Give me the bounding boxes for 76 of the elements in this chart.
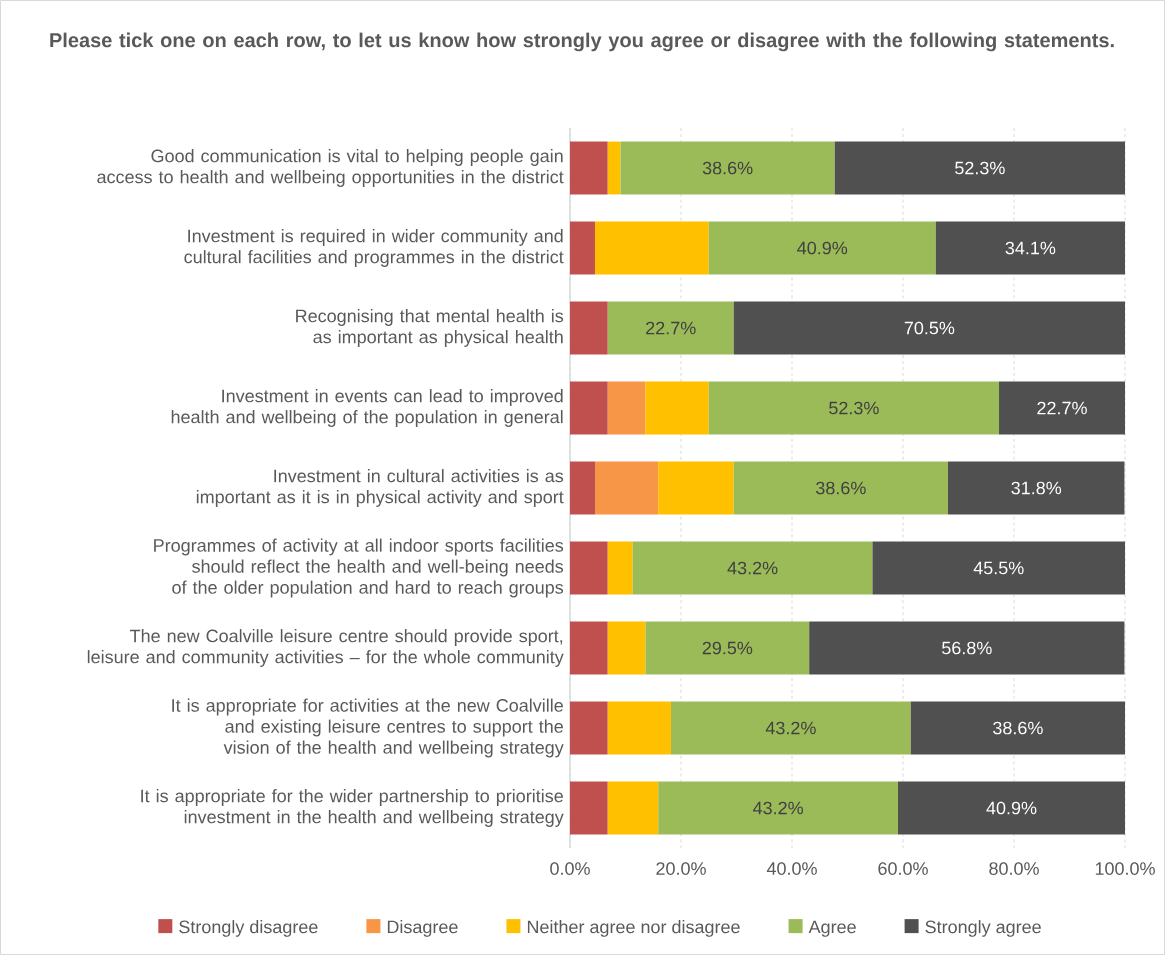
- legend-label: Strongly disagree: [179, 920, 318, 937]
- bar: [910, 701, 1126, 755]
- bar: [999, 381, 1126, 435]
- data-label: 40.9%: [797, 241, 848, 255]
- x-tick-label: 80.0%: [989, 862, 1039, 875]
- y-tick-label: It is appropriate for activities at the new Coalville and existing leisure centres to support the vision of the health and wellbeing strategy: [172, 698, 564, 758]
- x-tick-label: 40.0%: [766, 862, 817, 875]
- bar: [872, 541, 1126, 595]
- bar: [607, 701, 672, 755]
- y-tick-label: Investment in cultural activities is as important as it is in physical activity and sport: [196, 469, 564, 507]
- bar: [671, 701, 911, 755]
- bar: [607, 301, 734, 355]
- bar: [570, 701, 608, 755]
- data-label: 52.3%: [955, 161, 1005, 175]
- bar: [645, 621, 810, 675]
- bar: [570, 301, 608, 355]
- data-label: 43.2%: [765, 721, 816, 735]
- data-label: 29.5%: [702, 641, 753, 655]
- bar: [570, 621, 608, 675]
- bar: [947, 461, 1125, 515]
- bar: [658, 461, 734, 515]
- data-label: 22.7%: [1037, 401, 1087, 415]
- bar: [607, 381, 646, 435]
- bar: [607, 141, 621, 195]
- bar: [570, 221, 595, 275]
- data-label: 56.8%: [942, 641, 992, 655]
- data-label: 43.2%: [753, 801, 803, 815]
- legend-label: Strongly agree: [925, 920, 1041, 937]
- bar: [708, 381, 1000, 435]
- bar: [898, 781, 1126, 835]
- y-tick-label: Investment in events can lead to improved health and wellbeing of the population in general: [171, 389, 563, 427]
- bar: [645, 381, 709, 435]
- data-label: 34.1%: [1005, 241, 1056, 255]
- data-label: 38.6%: [702, 161, 753, 175]
- bar: [708, 221, 936, 275]
- y-tick-label: Investment is required in wider community and cultural facilities and programmes in the district: [184, 229, 564, 267]
- y-tick-label: Good communication is vital to helping people gain access to health and wellbeing opportunities in the district: [97, 149, 564, 187]
- data-label: 40.9%: [986, 801, 1037, 815]
- chart-title: Please tick one on each row, to let us know how strongly you agree or disagree with the following statements.: [50, 32, 1114, 52]
- y-tick-label: Programmes of activity at all indoor sports facilities should reflect the health and well-being needs of the older population and hard to reach groups: [154, 538, 564, 598]
- data-label: 38.6%: [993, 721, 1043, 735]
- bar: [733, 301, 1126, 355]
- bar: [809, 621, 1125, 675]
- data-label: 52.3%: [829, 401, 879, 415]
- bar: [733, 461, 948, 515]
- data-label: 43.2%: [727, 561, 778, 575]
- bar: [570, 141, 608, 195]
- x-tick-label: 20.0%: [656, 862, 706, 875]
- bar: [607, 621, 646, 675]
- y-tick-label: Recognising that mental health is as important as physical health: [296, 309, 564, 347]
- x-tick-label: 60.0%: [878, 862, 928, 875]
- bar: [594, 221, 709, 275]
- bar: [570, 381, 608, 435]
- data-label: 22.7%: [646, 321, 696, 335]
- bar: [658, 781, 899, 835]
- data-label: 45.5%: [973, 561, 1024, 575]
- bar: [935, 221, 1126, 275]
- bar: [607, 781, 659, 835]
- bar: [620, 141, 835, 195]
- bar: [607, 541, 633, 595]
- bar: [570, 461, 595, 515]
- x-tick-label: 100.0%: [1095, 862, 1155, 875]
- x-tick-label: 0.0%: [550, 862, 590, 875]
- legend-label: Neither agree nor disagree: [527, 920, 740, 937]
- legend-label: Agree: [808, 920, 856, 937]
- data-label: 38.6%: [816, 481, 866, 495]
- bar: [570, 781, 608, 835]
- legend-label: Disagree: [387, 920, 458, 937]
- bar: [632, 541, 873, 595]
- bar: [834, 141, 1126, 195]
- bar: [570, 541, 608, 595]
- y-tick-label: It is appropriate for the wider partnership to prioritise investment in the health and wellbeing strategy: [141, 789, 564, 827]
- y-tick-label: The new Coalville leisure centre should provide sport, leisure and community activities – for the whole community: [87, 629, 564, 667]
- data-label: 31.8%: [1011, 481, 1062, 495]
- bar: [594, 461, 659, 515]
- data-label: 70.5%: [904, 321, 955, 335]
